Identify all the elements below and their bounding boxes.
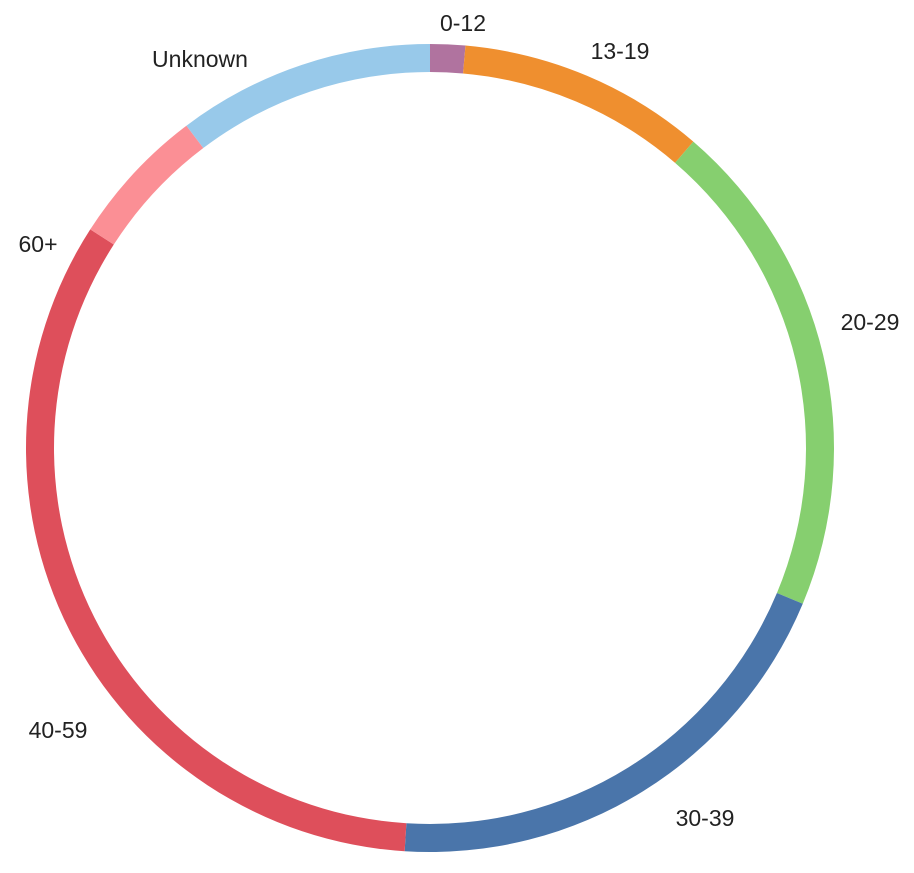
slice-label-40-59: 40-59 [29,717,88,743]
slice-label-0-12: 0-12 [440,10,486,36]
slice-label-13-19: 13-19 [591,38,650,64]
slice-label-30-39: 30-39 [676,805,735,831]
slice-0-12 [430,44,466,74]
slice-20-29 [675,141,834,604]
slice-60- [90,125,204,245]
slice-label-60-: 60+ [18,231,57,257]
donut-slices [25,44,834,852]
donut-labels: 0-12 13-19 20-29 30-39 40-59 60+ Unknown [18,10,899,831]
slice-label-20-29: 20-29 [841,309,900,335]
slice-13-19 [463,45,694,163]
slice-label-unknown: Unknown [152,46,248,72]
slice-unknown [186,44,430,149]
slice-30-39 [404,592,803,852]
slice-40-59 [25,229,407,852]
